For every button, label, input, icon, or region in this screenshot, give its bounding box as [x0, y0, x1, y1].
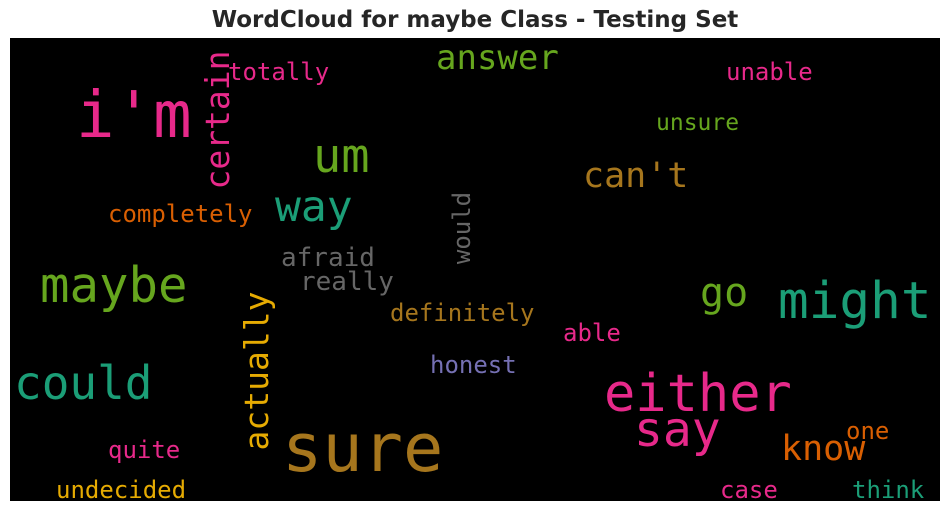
word-unsure: unsure	[656, 110, 740, 136]
word-would: would	[448, 191, 476, 265]
word-unable: unable	[726, 58, 813, 86]
word-cant: can't	[583, 156, 689, 196]
word-honest: honest	[430, 351, 517, 379]
word-think: think	[852, 476, 925, 501]
word-undecided: undecided	[56, 476, 187, 501]
word-way: way	[275, 182, 353, 232]
chart-title: WordCloud for maybe Class - Testing Set	[211, 7, 739, 33]
word-quite: quite	[108, 436, 181, 464]
word-um: um	[313, 129, 370, 184]
word-say: say	[634, 402, 721, 458]
word-answer: answer	[436, 38, 559, 78]
word-go: go	[700, 270, 749, 316]
word-afraid: afraid	[281, 243, 375, 273]
word-really: really	[300, 267, 394, 297]
word-might: might	[778, 272, 932, 331]
word-sure: sure	[282, 409, 444, 487]
word-completely: completely	[108, 200, 253, 228]
word-definitely: definitely	[390, 299, 535, 327]
word-one: one	[846, 417, 890, 445]
wordcloud-canvas: i'm totally answer unable unsure um can'…	[10, 38, 940, 501]
word-maybe: maybe	[40, 257, 188, 314]
word-know: know	[781, 429, 866, 469]
word-case: case	[720, 476, 778, 501]
word-im: i'm	[76, 79, 192, 153]
word-either: either	[604, 364, 792, 424]
word-totally: totally	[228, 58, 330, 86]
word-could: could	[14, 356, 153, 410]
word-able: able	[563, 319, 621, 347]
word-actually: actually	[237, 291, 276, 451]
word-certain: certain	[198, 50, 237, 190]
